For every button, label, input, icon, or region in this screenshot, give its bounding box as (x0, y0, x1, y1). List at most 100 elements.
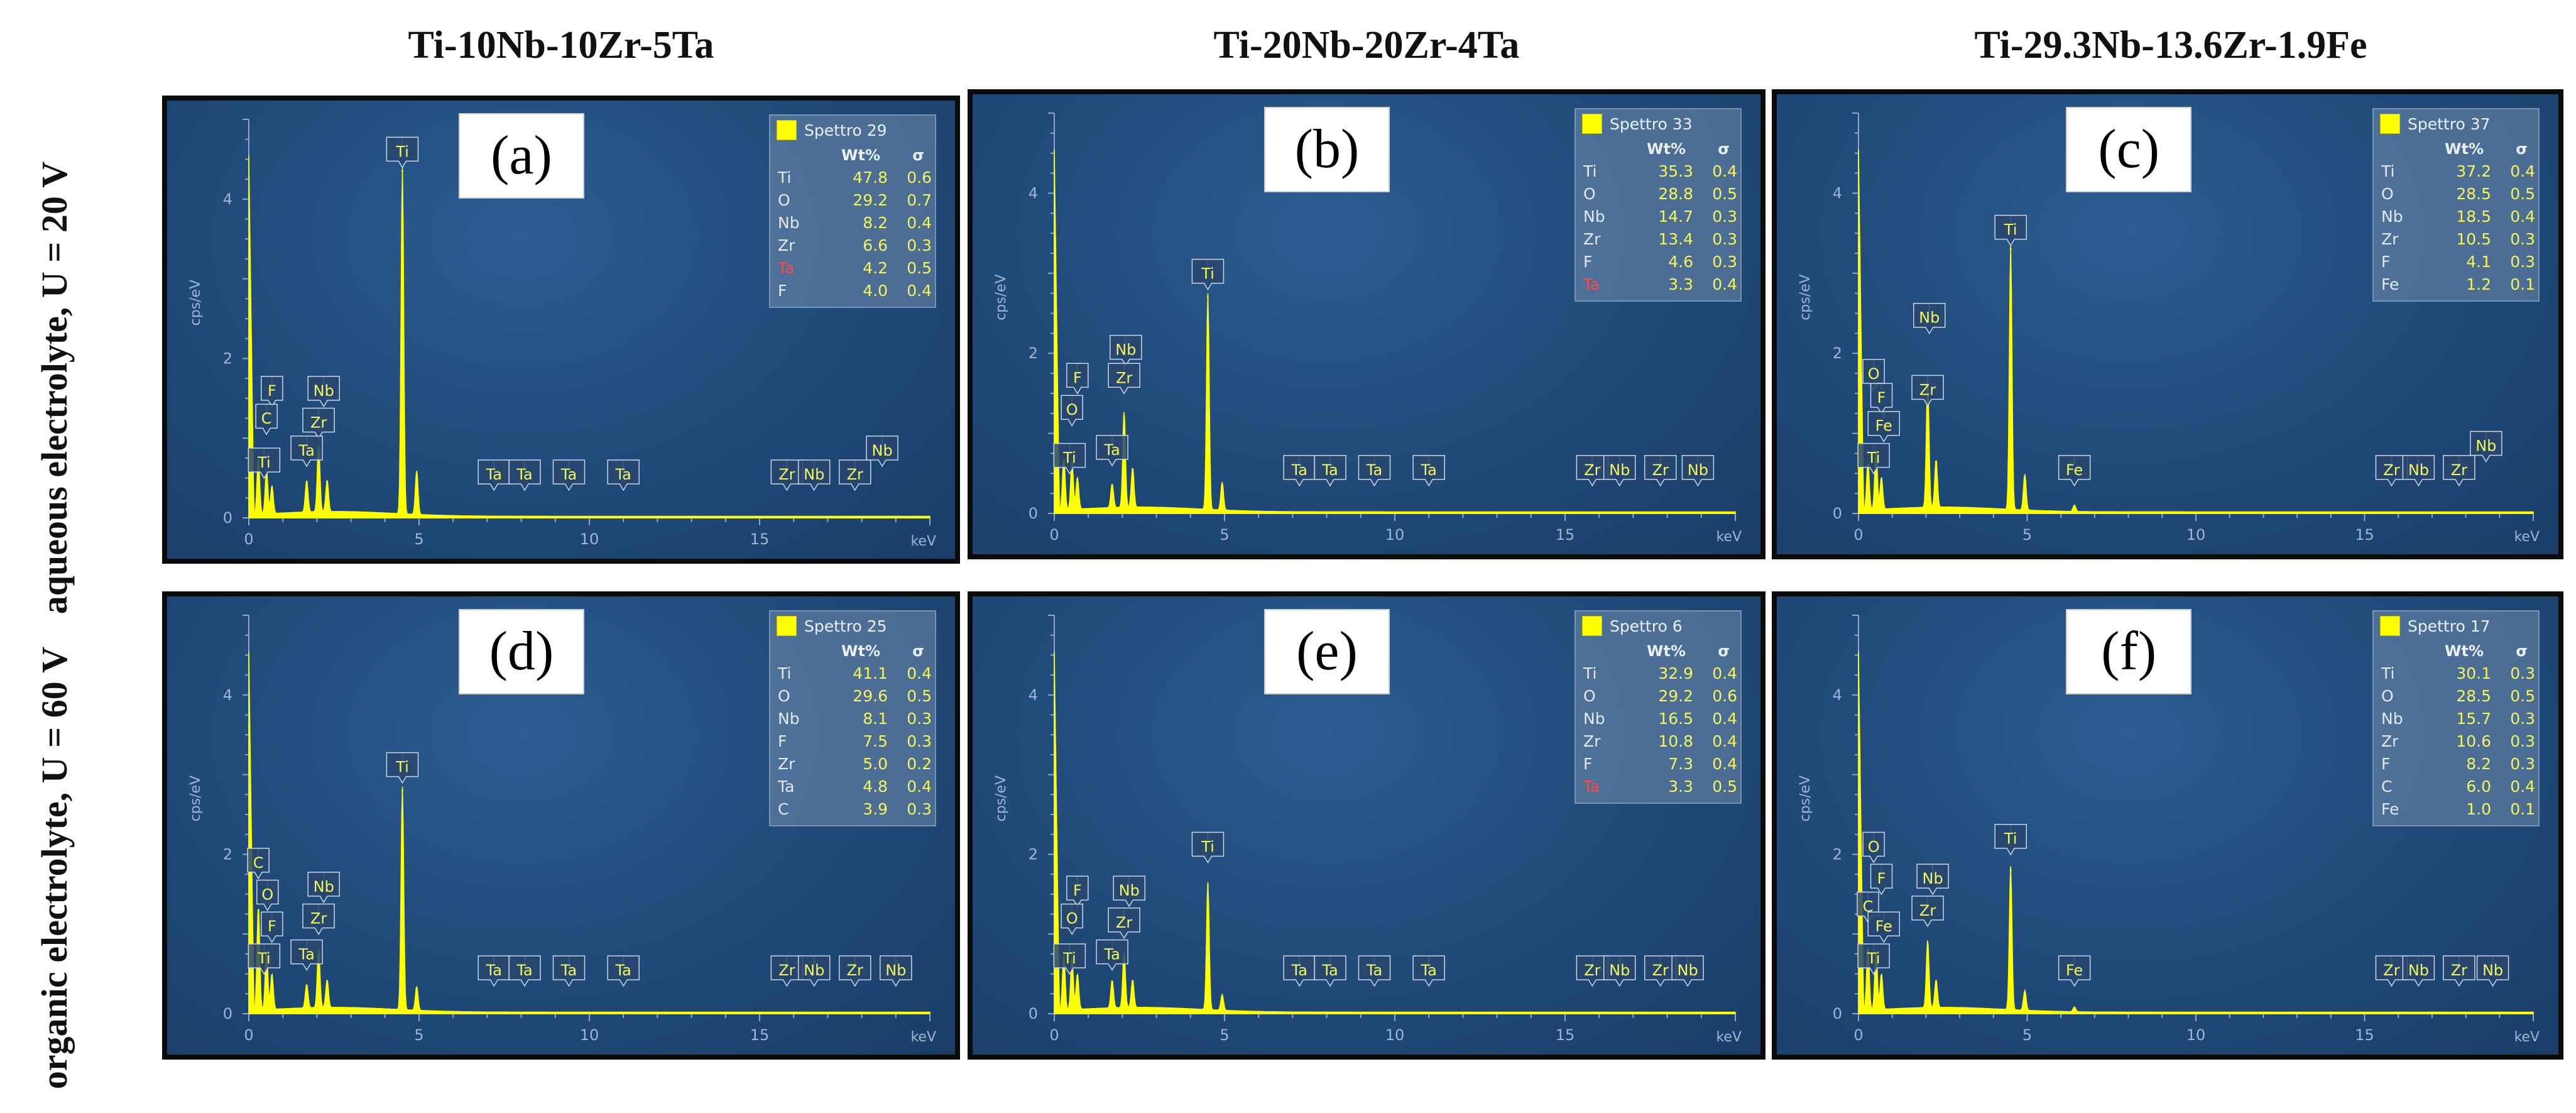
svg-text:Nb: Nb (804, 962, 824, 979)
svg-text:Nb: Nb (2482, 962, 2503, 979)
svg-text:Zr: Zr (1116, 914, 1132, 931)
table-row: O 29.2 0.7 (770, 189, 935, 211)
peak-label-zr: Zr (839, 955, 871, 987)
element-cell: O (2381, 686, 2394, 705)
peak-label-o: O (256, 879, 279, 911)
table-row: Fe 1.2 0.1 (2374, 273, 2538, 295)
svg-text:Nb: Nb (1678, 962, 1698, 979)
eds-panel-5: 0 2 4 0 5 10 15 keV cps/eV F O Ti Nb Zr Ta Ti Ta Ta Ta Ta Zr… (968, 591, 1766, 1060)
svg-text:Nb: Nb (314, 382, 334, 400)
svg-text:Zr: Zr (1652, 962, 1669, 979)
y-axis-label: cps/eV (993, 776, 1009, 822)
svg-text:Ta: Ta (1321, 962, 1338, 979)
peak-label-zr: Zr (770, 955, 804, 987)
table-row: F 4.0 0.4 (770, 279, 935, 302)
element-cell: Ta (778, 777, 795, 796)
spectrum-series (1858, 150, 2534, 514)
wt-cell: 4.8 (863, 777, 888, 796)
y-tick-label: 0 (1029, 1005, 1038, 1023)
peak-label-ta: Ta (508, 459, 541, 491)
svg-text:Ti: Ti (1062, 449, 1076, 467)
svg-text:Zr: Zr (2383, 962, 2399, 979)
peak-label-ti: Ti (248, 943, 281, 975)
peak-label-zr: Zr (1576, 955, 1609, 987)
peak-label-ta: Ta (508, 955, 541, 987)
peak-label-nb: Nb (797, 459, 831, 491)
wt-cell: 8.1 (863, 709, 888, 728)
peak-label-zr: Zr (2375, 455, 2408, 487)
table-row: O 28.5 0.5 (2374, 182, 2538, 205)
peak-point (1076, 480, 1079, 483)
peak-label-ta: Ta (1096, 939, 1128, 972)
peak-point (326, 985, 329, 987)
svg-text:Ti: Ti (1201, 265, 1214, 283)
table-header: Wt% σ (1647, 140, 1730, 158)
table-row: Ti 30.1 0.3 (2374, 662, 2538, 684)
y-tick-label: 0 (1029, 505, 1038, 522)
peak-label-f: F (261, 376, 283, 408)
wt-cell: 7.3 (1668, 754, 1693, 773)
peak-point (305, 485, 308, 487)
svg-text:Ta: Ta (486, 466, 502, 483)
peak-label-zr: Zr (1108, 907, 1140, 940)
legend-title: Spettro 25 (770, 611, 935, 640)
peak-point (1206, 296, 1209, 299)
svg-text:Ta: Ta (560, 962, 577, 979)
x-tick-label: 15 (1556, 526, 1575, 544)
sigma-cell: 0.2 (907, 754, 932, 773)
svg-text:Nb: Nb (2475, 437, 2496, 455)
element-cell: Nb (2381, 709, 2403, 728)
svg-text:O: O (1868, 365, 1880, 383)
svg-text:Ta: Ta (1103, 946, 1120, 963)
svg-text:Zr: Zr (778, 962, 795, 979)
table-row: Nb 8.2 0.4 (770, 211, 935, 234)
peak-label-ti: Ti (1191, 831, 1225, 864)
svg-text:Ta: Ta (1103, 441, 1120, 459)
svg-text:Zr: Zr (1919, 381, 1936, 398)
x-tick-label: 10 (580, 530, 599, 548)
legend-title: Spettro 37 (2374, 109, 2538, 138)
element-cell: Fe (2381, 275, 2399, 293)
element-cell: Ti (778, 168, 792, 187)
peak-label-nb: Nb (307, 872, 340, 904)
sigma-cell: 0.3 (2510, 709, 2535, 728)
panel-label: (d) (458, 609, 584, 694)
svg-text:Ta: Ta (614, 466, 631, 483)
spectrum-swatch (777, 120, 797, 140)
peak-point (1132, 985, 1134, 987)
y-tick-label: 0 (1833, 505, 1842, 522)
panel-label: (b) (1263, 107, 1390, 192)
svg-text:Ta: Ta (516, 466, 532, 483)
peak-label-o: O (1061, 903, 1083, 935)
peak-point (2073, 506, 2076, 508)
peak-point (401, 789, 403, 792)
table-row: F 4.1 0.3 (2374, 250, 2538, 273)
legend-title: Spettro 33 (1576, 109, 1740, 138)
element-cell: Ta (1583, 275, 1600, 293)
peak-label-ta: Ta (1314, 455, 1346, 487)
y-tick-label: 0 (1833, 1005, 1842, 1023)
composition-legend: Spettro 6 Wt% σ Ti 32.9 0.4 O 29.2 0.6 Nb 16.5 0.4 Z… (1575, 610, 1742, 804)
panel-label: (c) (2066, 107, 2192, 192)
y-tick-label: 2 (223, 845, 232, 863)
peak-label-ti: Ti (248, 447, 281, 480)
element-cell: C (2381, 777, 2393, 796)
sigma-cell: 0.4 (2510, 162, 2535, 180)
table-row: F 8.2 0.3 (2374, 752, 2538, 775)
eds-panel-2: 0 2 4 0 5 10 15 keV cps/eV F O Ti Nb Zr Ta Ti Ta Ta Ta Ta Zr… (968, 89, 1766, 559)
table-row: Ti 37.2 0.4 (2374, 160, 2538, 182)
table-row: O 28.8 0.5 (1576, 182, 1740, 205)
peak-label-ta: Ta (290, 939, 323, 972)
element-cell: Nb (778, 709, 800, 728)
column-title-1: Ti-10Nb-10Zr-5Ta (408, 24, 714, 67)
legend-title: Spettro 29 (770, 116, 935, 145)
spectrum-series (248, 156, 931, 518)
column-title-3: Ti-29.3Nb-13.6Zr-1.9Fe (1974, 24, 2367, 67)
sigma-cell: 0.3 (2510, 252, 2535, 271)
peak-label-ta: Ta (1283, 955, 1316, 987)
element-cell: Nb (1583, 207, 1605, 226)
peak-label-ti: Ti (386, 136, 419, 168)
